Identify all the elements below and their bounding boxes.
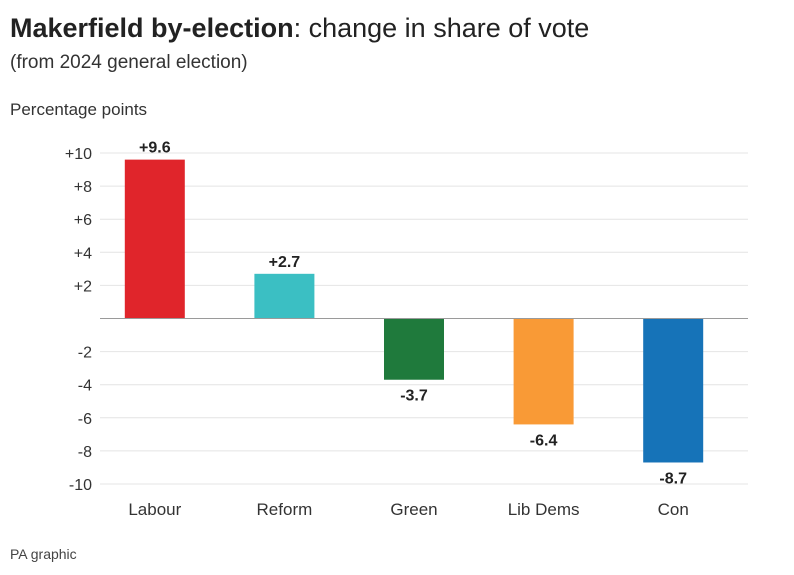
category-label: Labour (128, 500, 181, 519)
y-tick-label: -4 (78, 378, 92, 395)
y-tick-label: +10 (65, 146, 92, 163)
y-tick-label: -10 (69, 477, 92, 494)
y-tick-label: -6 (78, 411, 92, 428)
bar-green (384, 318, 444, 380)
source-credit: PA graphic (10, 546, 77, 562)
value-label: +2.7 (269, 254, 301, 271)
category-label: Lib Dems (508, 500, 580, 519)
bar-labour (124, 159, 185, 319)
chart-subtitle: (from 2024 general election) (10, 52, 248, 73)
bars (124, 159, 704, 463)
value-label: -6.4 (530, 432, 558, 449)
y-tick-label: +4 (74, 245, 92, 262)
gridlines (100, 152, 748, 485)
y-tick-label: +6 (74, 212, 92, 229)
chart-title: Makerfield by-election: change in share … (10, 12, 589, 44)
value-label: +9.6 (139, 140, 171, 157)
bar-lib-dems (513, 318, 574, 425)
category-label: Con (658, 500, 689, 519)
value-label: -8.7 (659, 470, 687, 487)
y-tick-label: -8 (78, 444, 92, 461)
y-tick-label: +2 (74, 278, 92, 295)
bar-con (643, 318, 704, 463)
value-label: -3.7 (400, 388, 428, 405)
y-tick-label: -2 (78, 345, 92, 362)
y-axis-ticks: +10 +8 +6 +4 +2 -2 -4 -6 -8 -10 (65, 146, 92, 494)
category-labels: Labour Reform Green Lib Dems Con (128, 500, 688, 519)
category-label: Green (390, 500, 437, 519)
value-labels: +9.6 +2.7 -3.7 -6.4 -8.7 (139, 140, 687, 488)
chart-title-bold: Makerfield by-election (10, 13, 294, 43)
y-tick-label: +8 (74, 179, 92, 196)
y-axis-label: Percentage points (10, 100, 148, 119)
chart-title-rest: : change in share of vote (293, 13, 590, 43)
category-label: Reform (257, 500, 313, 519)
bar-reform (254, 273, 315, 319)
